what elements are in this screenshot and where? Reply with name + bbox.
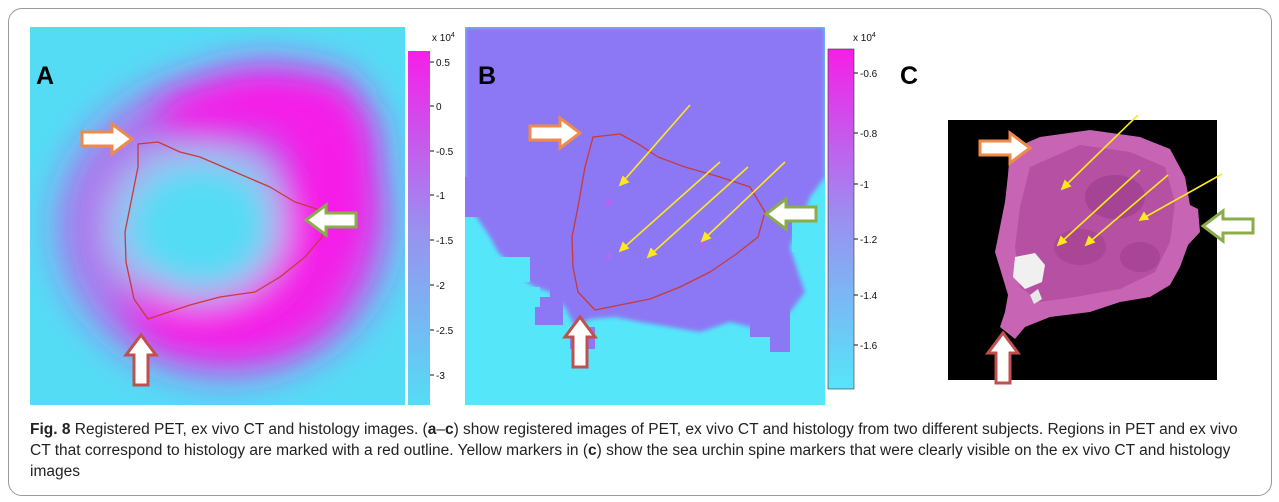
panel-b-yellow-markers <box>618 104 786 259</box>
panel-a-colorbar-ticks: 0.5 0 -0.5 -1 -1.5 -2 -2.5 -3 <box>430 58 454 382</box>
panel-b-colorbar-multiplier: x 104 <box>853 32 876 44</box>
caption-text-4: ) show the sea urchin spine markers that… <box>30 442 1231 480</box>
panel-a-tick: -0.5 <box>436 147 454 158</box>
caption-text-3: ) show registered images of PET, ex vivo… <box>30 421 1238 459</box>
panel-a-colorbar-multiplier: x 104 <box>432 32 455 44</box>
panel-c-label: C <box>900 62 919 90</box>
panel-a-tick: -2 <box>436 281 445 292</box>
panel-a-region-outline <box>124 141 323 320</box>
panel-b-tick: -1.2 <box>860 235 878 246</box>
caption-bold-c: c <box>444 421 454 438</box>
panel-a-tick: -1 <box>436 191 445 202</box>
caption-text-1: Registered PET, ex vivo CT and histology… <box>70 421 428 438</box>
panel-b-tick: -1.6 <box>860 341 878 352</box>
panel-a-tick: 0.5 <box>436 58 450 69</box>
panel-b-region-outline <box>571 133 766 311</box>
caption-text-2: – <box>436 421 445 438</box>
panel-b-tick: -0.8 <box>860 129 878 140</box>
panel-b-colorbar-ticks: -0.6 -0.8 -1 -1.2 -1.4 -1.6 <box>854 69 878 352</box>
panel-a-colorbar <box>408 51 430 405</box>
panel-b-image <box>465 27 825 405</box>
panel-b-label: B <box>478 62 497 90</box>
panel-a-tick: 0 <box>436 102 442 113</box>
panel-b-colorbar <box>827 48 855 390</box>
panel-a-tick: -2.5 <box>436 326 454 337</box>
panel-c-image <box>948 114 1223 380</box>
panel-b-tick: -0.6 <box>860 69 878 80</box>
panel-a-tick: -1.5 <box>436 236 454 247</box>
panel-a-label: A <box>36 62 55 90</box>
figure-caption: Fig. 8 Registered PET, ex vivo CT and hi… <box>30 419 1250 482</box>
caption-bold-a: a <box>427 421 437 438</box>
caption-lead: Fig. 8 <box>30 421 71 438</box>
panel-c-yellow-markers <box>1056 114 1223 247</box>
panel-a-tick: -3 <box>436 371 445 382</box>
figure-svg: x 104 0.5 0 -0.5 -1 -1.5 -2 -2.5 -3 <box>30 27 1255 405</box>
panel-b-tick: -1 <box>860 180 869 191</box>
panel-b-tick: -1.4 <box>860 291 878 302</box>
panel-a-image <box>30 27 405 405</box>
caption-bold-c2: c <box>588 442 597 459</box>
figure-panels: x 104 0.5 0 -0.5 -1 -1.5 -2 -2.5 -3 <box>30 27 1256 405</box>
